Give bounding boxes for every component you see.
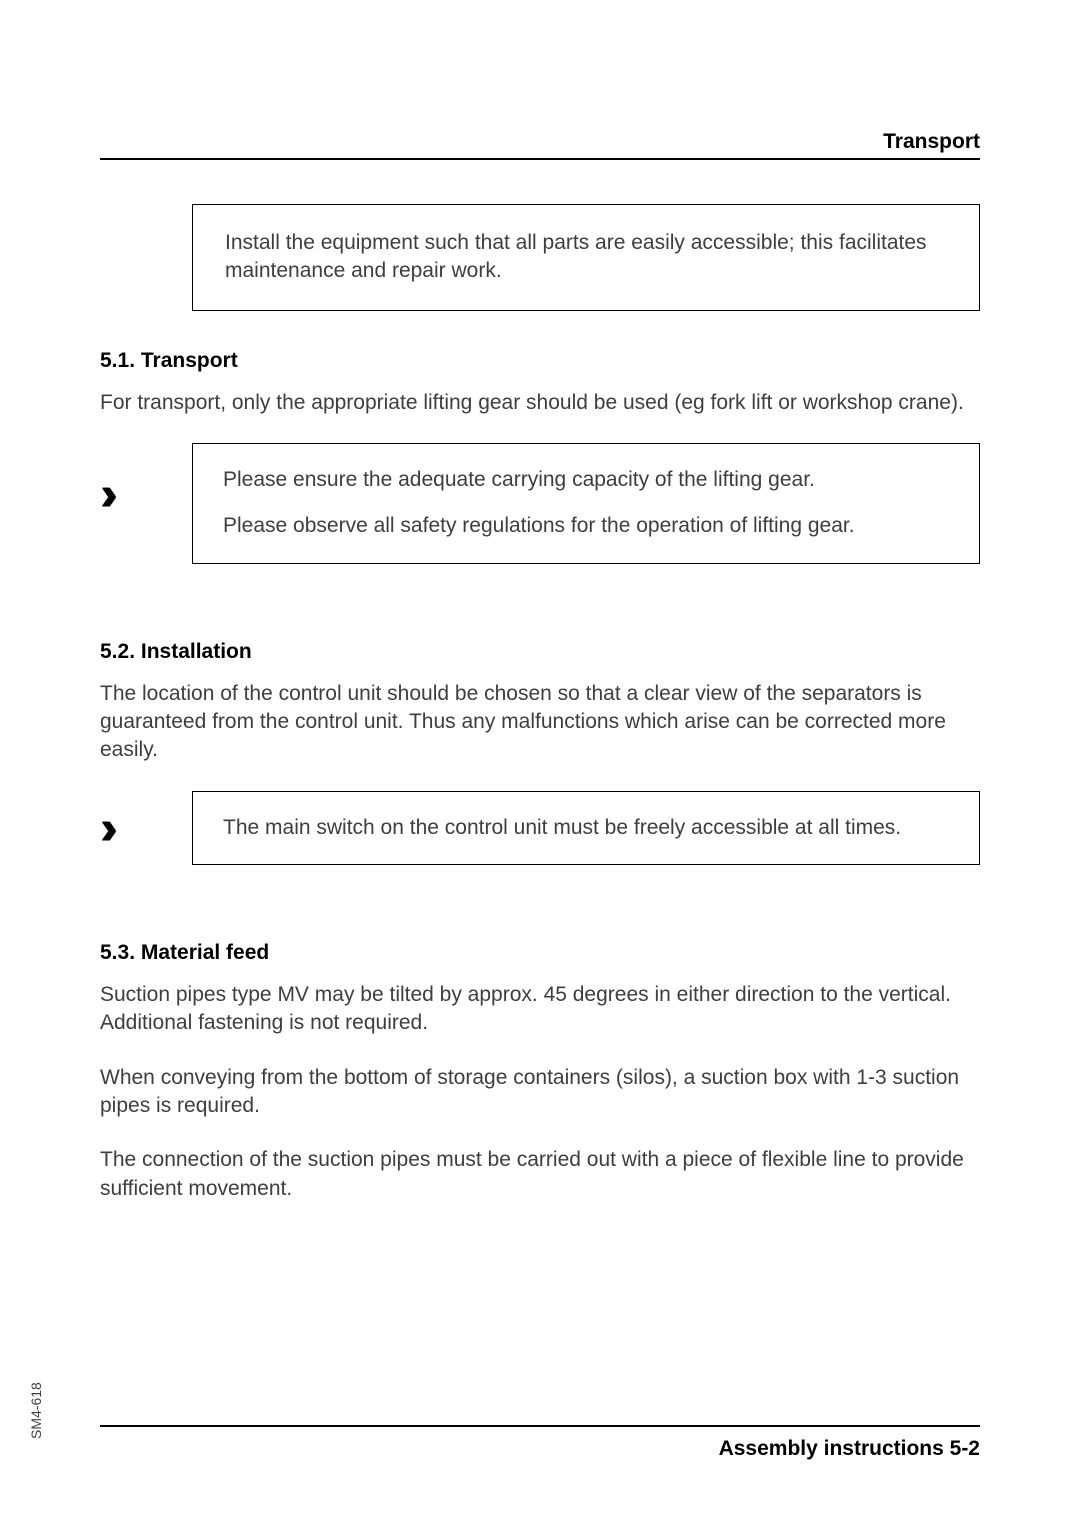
page-content: Transport Install the equipment such tha…: [0, 0, 1080, 1203]
section-51-callout-p2: Please observe all safety regulations fo…: [223, 512, 953, 540]
document-id-label: SM4-618: [28, 1382, 44, 1439]
chevron-icon: ››: [100, 791, 192, 853]
section-53-p2: When conveying from the bottom of storag…: [100, 1064, 980, 1121]
section-52-title: 5.2. Installation: [100, 640, 980, 664]
section-51-callout-box: Please ensure the adequate carrying capa…: [192, 443, 980, 564]
intro-note-box: Install the equipment such that all part…: [192, 204, 980, 311]
header-title: Transport: [883, 130, 980, 153]
section-53-title: 5.3. Material feed: [100, 941, 980, 965]
section-51-title: 5.1. Transport: [100, 349, 980, 373]
section-53-p1: Suction pipes type MV may be tilted by a…: [100, 981, 980, 1038]
section-51-body: For transport, only the appropriate lift…: [100, 389, 980, 417]
section-52-callout-text: The main switch on the control unit must…: [223, 814, 953, 842]
section-53-p3: The connection of the suction pipes must…: [100, 1146, 980, 1203]
section-51-callout: ›› Please ensure the adequate carrying c…: [100, 443, 980, 564]
intro-note-text: Install the equipment such that all part…: [225, 229, 951, 286]
header-rule: Transport: [100, 130, 980, 160]
section-52-body: The location of the control unit should …: [100, 680, 980, 765]
section-52-callout-box: The main switch on the control unit must…: [192, 791, 980, 865]
footer: Assembly instructions 5-2: [100, 1425, 980, 1461]
footer-text: Assembly instructions 5-2: [719, 1437, 980, 1460]
section-52-callout: ›› The main switch on the control unit m…: [100, 791, 980, 865]
footer-rule: Assembly instructions 5-2: [100, 1425, 980, 1461]
section-51-callout-p1: Please ensure the adequate carrying capa…: [223, 466, 953, 494]
chevron-icon: ››: [100, 443, 192, 519]
